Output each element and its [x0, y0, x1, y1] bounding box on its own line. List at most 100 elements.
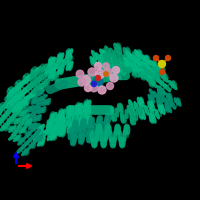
Ellipse shape	[133, 64, 139, 72]
Circle shape	[82, 75, 90, 84]
Ellipse shape	[59, 126, 64, 136]
Ellipse shape	[118, 130, 122, 142]
Ellipse shape	[155, 76, 162, 84]
Ellipse shape	[76, 126, 80, 138]
Ellipse shape	[162, 96, 167, 104]
Ellipse shape	[95, 130, 99, 141]
Polygon shape	[142, 68, 174, 92]
Ellipse shape	[28, 125, 35, 129]
Ellipse shape	[66, 49, 70, 54]
Ellipse shape	[35, 136, 41, 142]
Ellipse shape	[24, 99, 30, 106]
Ellipse shape	[57, 127, 62, 135]
Ellipse shape	[34, 115, 41, 119]
Ellipse shape	[129, 105, 132, 110]
Ellipse shape	[26, 106, 31, 110]
Ellipse shape	[120, 104, 123, 112]
Ellipse shape	[58, 59, 63, 68]
Ellipse shape	[104, 58, 108, 65]
Ellipse shape	[0, 104, 7, 112]
Ellipse shape	[4, 125, 10, 131]
Ellipse shape	[39, 95, 47, 100]
Ellipse shape	[150, 102, 155, 111]
Ellipse shape	[97, 115, 101, 122]
Ellipse shape	[14, 120, 20, 124]
Ellipse shape	[17, 147, 23, 153]
Ellipse shape	[35, 103, 43, 108]
Ellipse shape	[26, 130, 32, 136]
Ellipse shape	[115, 108, 119, 117]
Ellipse shape	[154, 91, 159, 99]
Ellipse shape	[53, 133, 57, 140]
Ellipse shape	[28, 90, 36, 99]
Ellipse shape	[72, 112, 78, 124]
Ellipse shape	[139, 110, 143, 118]
Ellipse shape	[113, 113, 116, 121]
Ellipse shape	[81, 118, 85, 125]
Ellipse shape	[103, 137, 106, 147]
Ellipse shape	[11, 90, 19, 97]
Ellipse shape	[158, 105, 162, 113]
Ellipse shape	[169, 81, 175, 88]
Ellipse shape	[150, 107, 154, 117]
Ellipse shape	[174, 98, 179, 105]
Ellipse shape	[15, 95, 24, 103]
Ellipse shape	[22, 95, 30, 104]
Ellipse shape	[11, 131, 18, 136]
Ellipse shape	[67, 122, 73, 133]
Ellipse shape	[36, 83, 44, 92]
Ellipse shape	[148, 75, 154, 83]
Circle shape	[76, 70, 84, 78]
Ellipse shape	[137, 97, 142, 106]
Circle shape	[93, 77, 103, 87]
Ellipse shape	[164, 84, 170, 92]
Ellipse shape	[66, 107, 72, 118]
Ellipse shape	[149, 79, 155, 86]
Ellipse shape	[78, 124, 83, 131]
Ellipse shape	[108, 67, 113, 75]
Polygon shape	[30, 60, 58, 92]
Ellipse shape	[94, 137, 97, 147]
Ellipse shape	[10, 126, 16, 130]
Ellipse shape	[84, 99, 88, 107]
Ellipse shape	[41, 71, 48, 80]
Ellipse shape	[157, 99, 161, 106]
Ellipse shape	[48, 59, 54, 67]
Ellipse shape	[157, 88, 162, 95]
Ellipse shape	[107, 115, 111, 125]
Ellipse shape	[104, 133, 108, 140]
Ellipse shape	[33, 117, 40, 121]
Ellipse shape	[150, 118, 154, 123]
Ellipse shape	[37, 126, 42, 134]
Ellipse shape	[87, 132, 91, 142]
Ellipse shape	[161, 105, 164, 110]
Ellipse shape	[141, 69, 147, 78]
Ellipse shape	[0, 120, 3, 128]
Ellipse shape	[12, 109, 21, 117]
Ellipse shape	[36, 90, 41, 94]
Ellipse shape	[154, 68, 160, 75]
Ellipse shape	[123, 130, 126, 142]
Ellipse shape	[73, 134, 77, 145]
Ellipse shape	[149, 114, 153, 122]
Ellipse shape	[20, 100, 28, 108]
Ellipse shape	[30, 123, 37, 127]
Ellipse shape	[46, 68, 53, 77]
Ellipse shape	[80, 138, 84, 145]
Ellipse shape	[157, 66, 164, 74]
Ellipse shape	[31, 67, 37, 73]
Ellipse shape	[106, 54, 111, 64]
Ellipse shape	[30, 72, 36, 80]
Ellipse shape	[102, 142, 105, 148]
Ellipse shape	[127, 105, 130, 113]
Ellipse shape	[134, 102, 138, 111]
Polygon shape	[91, 50, 129, 78]
Ellipse shape	[59, 53, 64, 61]
Polygon shape	[8, 69, 44, 111]
Ellipse shape	[9, 102, 18, 110]
Ellipse shape	[22, 104, 28, 110]
Ellipse shape	[167, 105, 172, 112]
Ellipse shape	[110, 55, 115, 63]
Ellipse shape	[18, 138, 22, 142]
Polygon shape	[105, 45, 147, 75]
